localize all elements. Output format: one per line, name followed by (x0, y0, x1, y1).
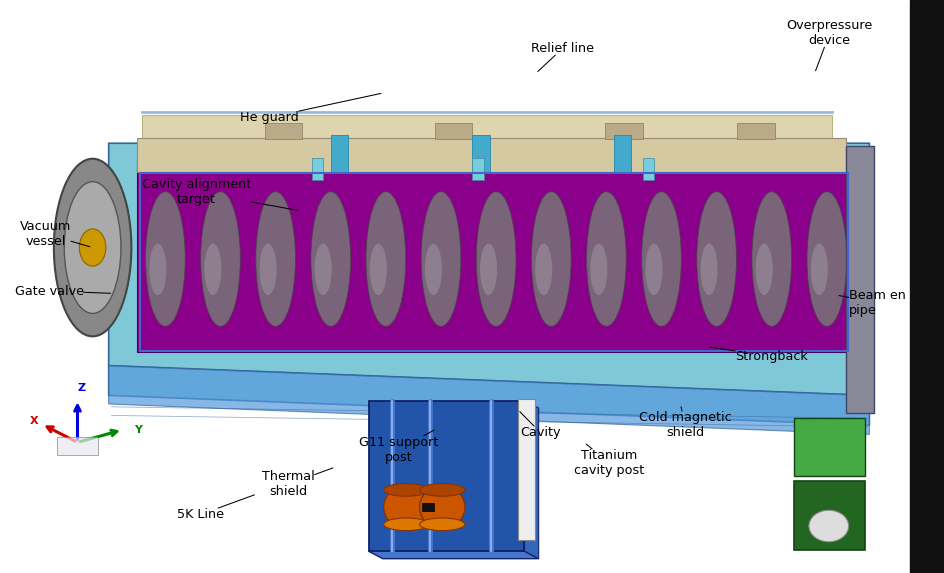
Ellipse shape (641, 191, 681, 326)
Polygon shape (368, 401, 524, 551)
Bar (472, 158, 483, 180)
Polygon shape (142, 115, 831, 138)
Ellipse shape (200, 191, 240, 326)
Text: Cold magnetic
shield: Cold magnetic shield (638, 407, 731, 439)
Ellipse shape (480, 244, 497, 295)
Ellipse shape (314, 244, 331, 295)
Ellipse shape (590, 244, 607, 295)
Ellipse shape (700, 244, 716, 295)
Text: Strongback: Strongback (709, 347, 807, 363)
Ellipse shape (79, 229, 106, 266)
Ellipse shape (755, 244, 772, 295)
Ellipse shape (808, 510, 848, 542)
Polygon shape (137, 160, 850, 352)
Polygon shape (109, 366, 868, 425)
Ellipse shape (751, 191, 791, 326)
Ellipse shape (476, 191, 515, 326)
Bar (330, 135, 347, 172)
Bar (517, 399, 534, 540)
Ellipse shape (696, 191, 735, 326)
Text: 5K Line: 5K Line (177, 495, 254, 521)
Polygon shape (109, 366, 868, 434)
Ellipse shape (54, 159, 131, 336)
Ellipse shape (425, 244, 442, 295)
Bar (604, 123, 642, 139)
Ellipse shape (145, 191, 185, 326)
Bar (793, 481, 864, 550)
Text: Cavity alignment
target: Cavity alignment target (142, 178, 297, 210)
Bar (642, 158, 653, 180)
Bar (422, 503, 433, 511)
Ellipse shape (531, 191, 570, 326)
Bar (909, 0, 944, 573)
Text: Thermal
shield: Thermal shield (261, 468, 332, 498)
Bar (434, 123, 472, 139)
Text: Z: Z (77, 383, 85, 393)
Text: Y: Y (134, 425, 142, 435)
Ellipse shape (204, 244, 221, 295)
Ellipse shape (806, 191, 846, 326)
Ellipse shape (586, 191, 626, 326)
Ellipse shape (534, 244, 551, 295)
Ellipse shape (421, 191, 461, 326)
Text: Overpressure
device: Overpressure device (785, 19, 872, 70)
Text: Relief line: Relief line (531, 42, 593, 72)
Ellipse shape (419, 484, 464, 496)
Text: Titanium
cavity post: Titanium cavity post (574, 444, 644, 477)
Ellipse shape (365, 191, 405, 326)
Bar (793, 418, 864, 476)
Text: Cavity: Cavity (519, 411, 560, 439)
Text: Vacuum
vessel: Vacuum vessel (20, 220, 90, 248)
Ellipse shape (256, 191, 295, 326)
Text: He guard: He guard (240, 93, 380, 124)
Polygon shape (109, 143, 868, 395)
Ellipse shape (383, 484, 429, 496)
Bar (312, 158, 323, 180)
Ellipse shape (810, 244, 827, 295)
Bar (736, 123, 774, 139)
Ellipse shape (369, 244, 386, 295)
Text: Gate valve: Gate valve (14, 285, 110, 297)
Ellipse shape (383, 518, 429, 531)
Bar (264, 123, 302, 139)
Ellipse shape (64, 182, 121, 313)
Bar (614, 135, 631, 172)
Ellipse shape (383, 486, 429, 528)
Text: X: X (29, 415, 39, 426)
Ellipse shape (311, 191, 350, 326)
Bar (845, 146, 873, 413)
FancyBboxPatch shape (57, 437, 98, 455)
Polygon shape (368, 551, 538, 559)
Ellipse shape (260, 244, 277, 295)
Ellipse shape (419, 486, 464, 528)
Ellipse shape (645, 244, 662, 295)
Text: Beam en
pipe: Beam en pipe (838, 289, 904, 316)
Ellipse shape (149, 244, 166, 295)
Ellipse shape (419, 518, 464, 531)
Polygon shape (137, 138, 845, 172)
Text: G11 support
post: G11 support post (359, 430, 438, 464)
Polygon shape (524, 401, 538, 559)
Bar (472, 135, 489, 172)
